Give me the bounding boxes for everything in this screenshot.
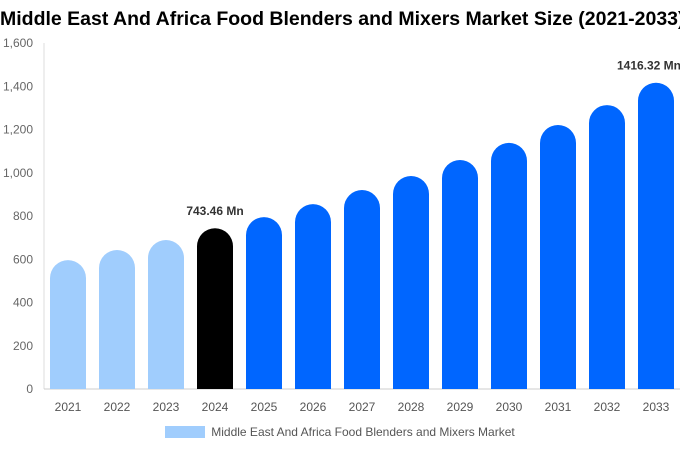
y-tick-label: 800 (13, 209, 33, 223)
y-tick-label: 0 (26, 382, 33, 396)
legend-swatch (165, 426, 206, 438)
x-tick-label: 2022 (104, 400, 131, 414)
data-label: 1416.32 Mn (617, 59, 680, 73)
bar-chart: 0 200 400 600 800 1,000 1,200 1,400 1,600 2021 202… (3, 36, 680, 414)
x-tick-label: 2027 (349, 400, 376, 414)
bar-2025 (246, 217, 282, 389)
bar-2026 (295, 204, 331, 389)
x-tick-label: 2029 (447, 400, 474, 414)
chart-title: Middle East And Africa Food Blenders and… (0, 8, 680, 30)
legend: Middle East And Africa Food Blenders and… (0, 425, 680, 439)
bar-2032 (589, 105, 625, 389)
y-tick-label: 1,400 (3, 79, 33, 93)
bar-2027 (344, 190, 380, 389)
y-tick-label: 1,200 (3, 123, 33, 137)
x-tick-label: 2023 (153, 400, 180, 414)
x-tick-label: 2032 (594, 400, 621, 414)
bar-2024 (197, 228, 233, 389)
legend-label: Middle East And Africa Food Blenders and… (211, 425, 515, 439)
x-tick-label: 2024 (202, 400, 229, 414)
y-tick-label: 400 (13, 296, 33, 310)
bar-2029 (442, 159, 478, 389)
x-tick-label: 2033 (643, 400, 670, 414)
bar-2022 (99, 249, 135, 389)
y-tick-label: 200 (13, 339, 33, 353)
y-tick-label: 600 (13, 252, 33, 266)
bar-2033 (638, 82, 674, 390)
x-tick-label: 2028 (398, 400, 425, 414)
data-label: 743.46 Mn (186, 204, 243, 218)
bar-2028 (393, 175, 429, 389)
y-tick-label: 1,600 (3, 36, 33, 50)
x-tick-label: 2031 (545, 400, 572, 414)
bar-2030 (491, 142, 527, 389)
bar-2021 (50, 260, 86, 389)
y-tick-label: 1,000 (3, 166, 33, 180)
bar-2023 (148, 240, 184, 389)
x-tick-label: 2021 (55, 400, 82, 414)
x-tick-label: 2026 (300, 400, 327, 414)
x-tick-label: 2030 (496, 400, 523, 414)
x-tick-label: 2025 (251, 400, 278, 414)
bar-2031 (540, 124, 576, 390)
